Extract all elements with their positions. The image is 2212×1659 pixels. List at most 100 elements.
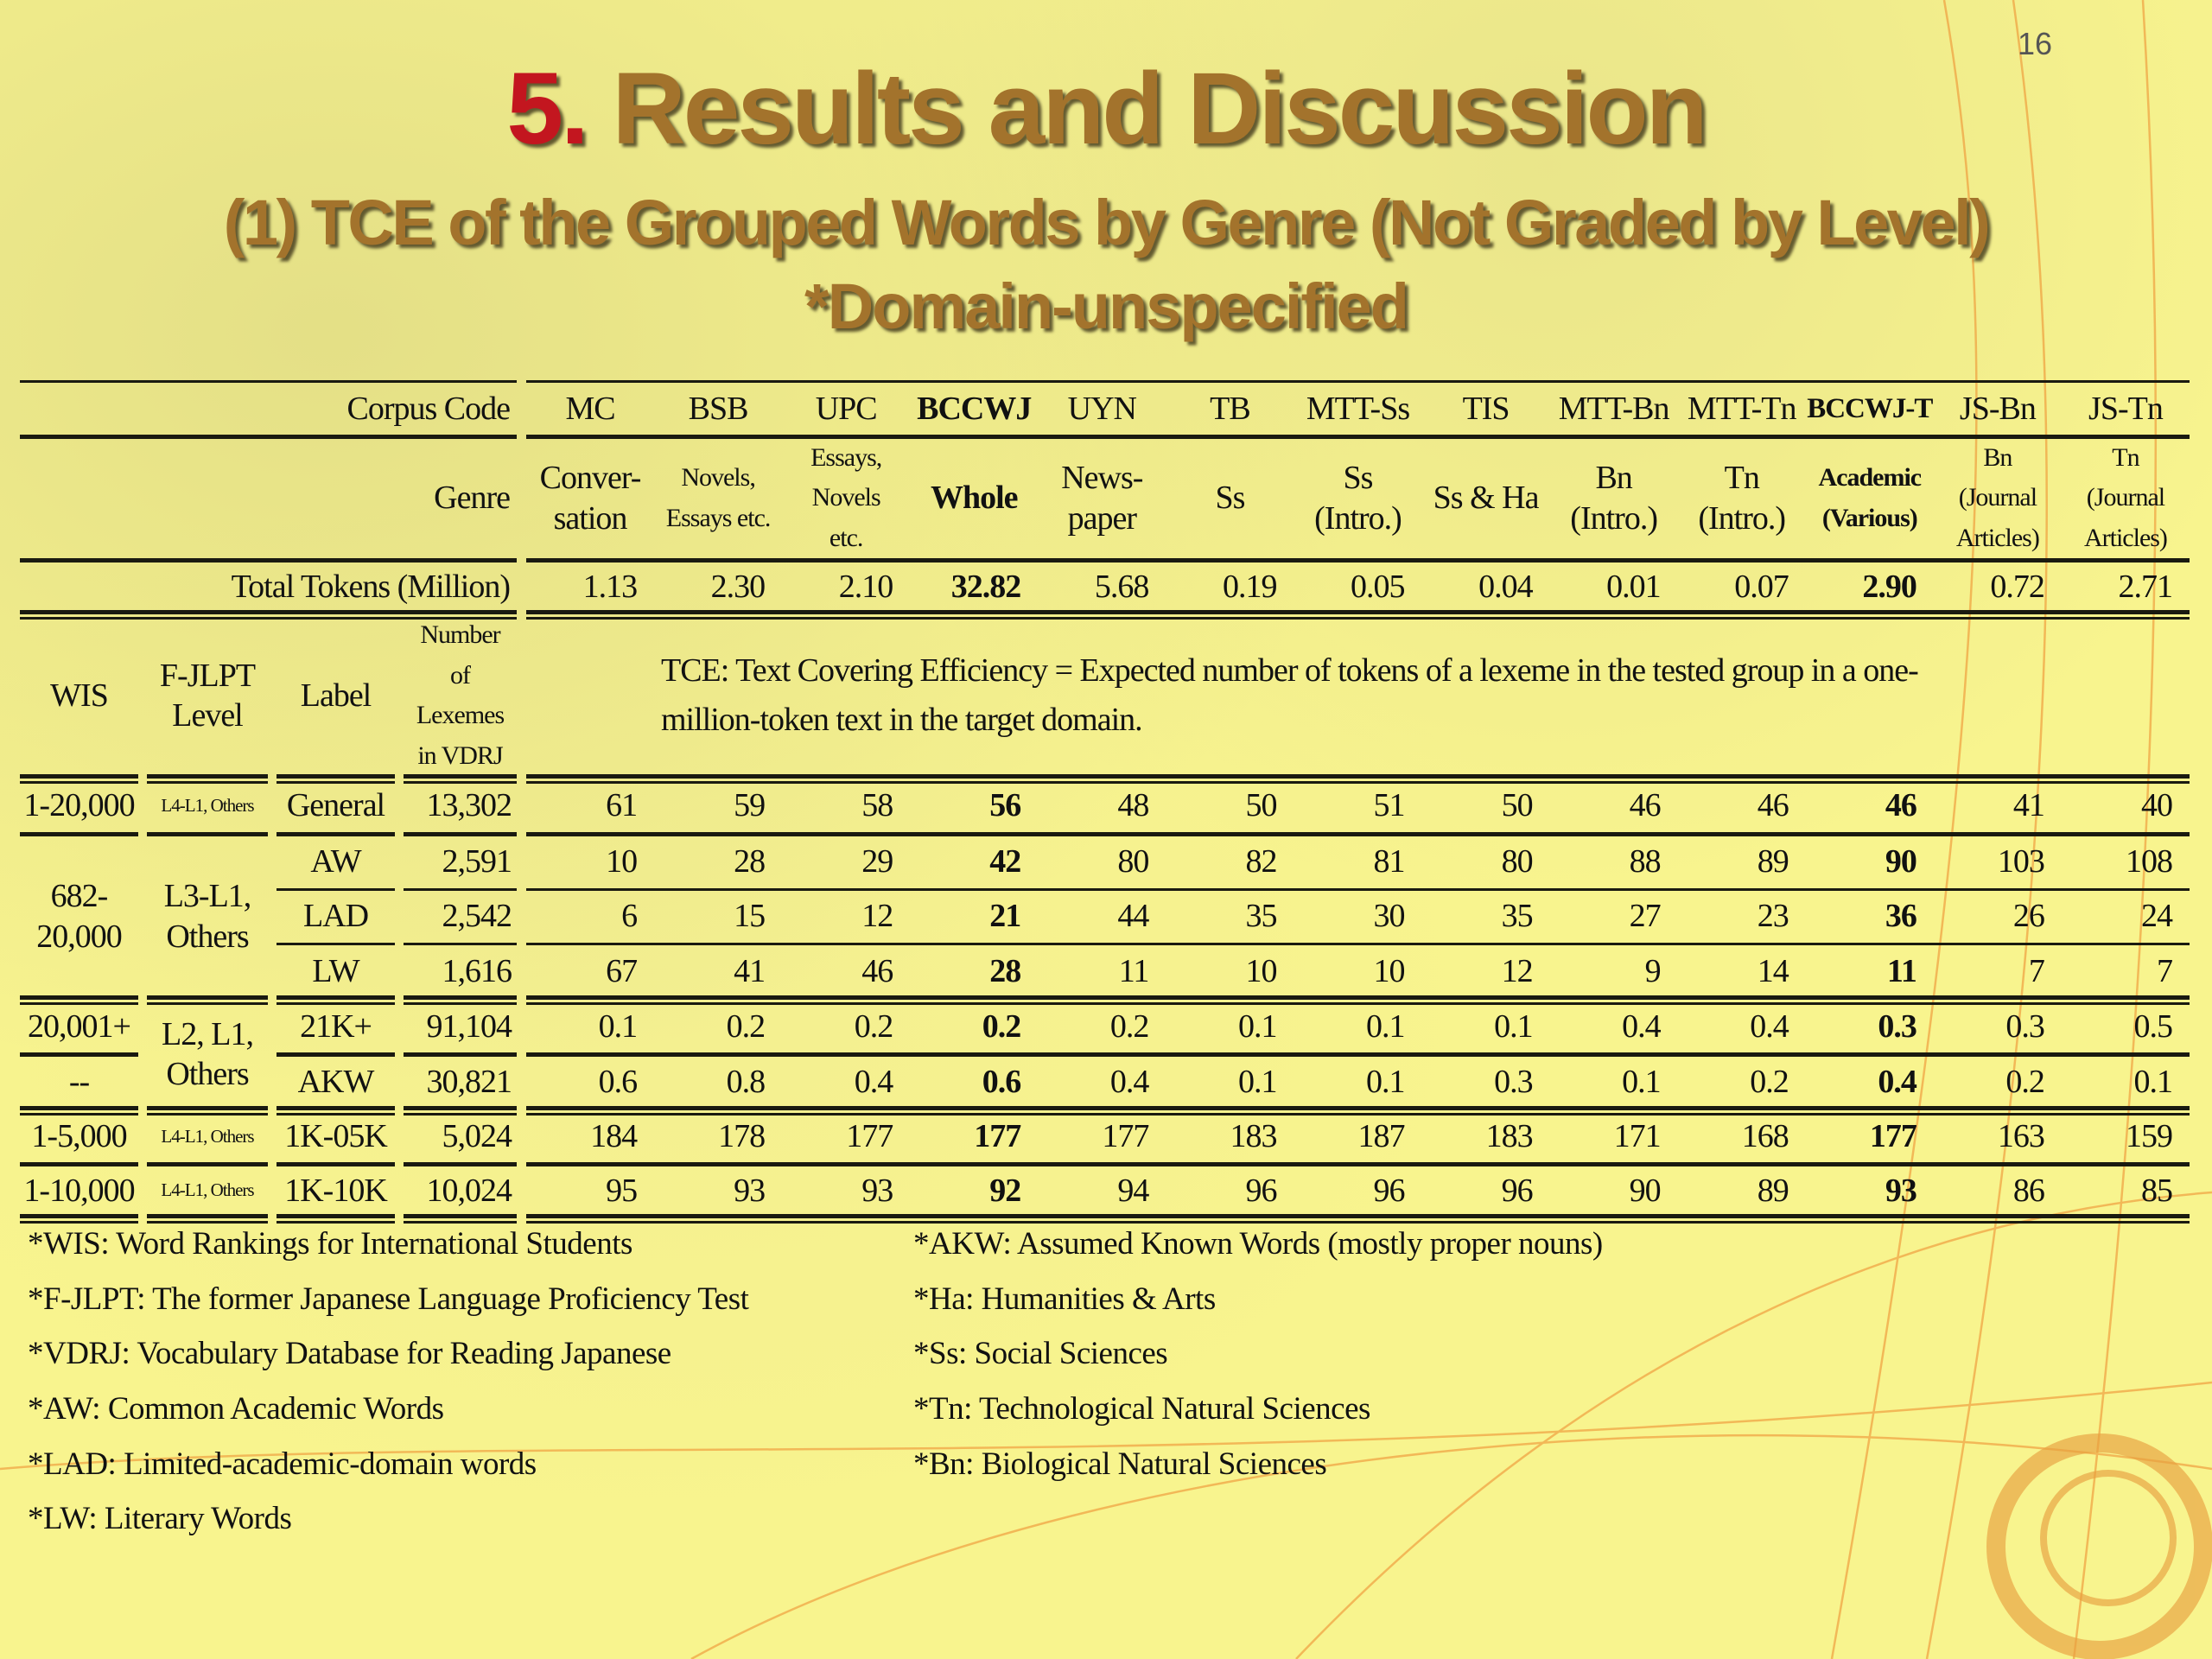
column-tokens: 0.72 [1990,568,2045,605]
tce-value: 58 [861,787,893,824]
tce-value: 81 [1373,842,1406,880]
slide-title: 5. Results and Discussion [0,50,2212,168]
tce-value: 0.4 [854,1063,894,1100]
footnote: *Tn: Technological Natural Sciences [913,1391,1370,1427]
tce-value: 28 [734,842,766,880]
tce-value: 0.5 [2133,1007,2173,1045]
lexeme-count: 91,104 [426,1007,513,1045]
tce-value: 50 [1501,787,1534,824]
lexeme-count: 2,591 [442,842,513,880]
table-rule [147,1002,268,1005]
column-code: JS-Tn [2088,390,2164,427]
table-rule [526,1214,2190,1218]
table-rule [404,995,517,1000]
tce-value: 10 [606,842,638,880]
tce-value: 108 [2125,842,2173,880]
tce-value: 177 [846,1118,893,1155]
lexeme-count: 10,024 [426,1172,513,1209]
tce-value: 82 [1245,842,1277,880]
tce-value: 177 [974,1118,1021,1155]
title-text: Results and Discussion [586,52,1708,166]
tce-value: 0.1 [1237,1063,1278,1100]
table-rule [404,1214,517,1218]
tce-value: 41 [2012,787,2045,824]
footnote: *WIS: Word Rankings for International St… [28,1226,632,1262]
row-label-genre: Genre [434,480,511,517]
lexeme-count: 5,024 [442,1118,513,1155]
tce-value: 93 [1885,1172,1917,1209]
tce-value: 0.1 [1366,1007,1406,1045]
page-number: 16 [2018,26,2053,61]
tce-value: 29 [861,842,893,880]
tce-value: 0.1 [1237,1007,1278,1045]
tce-value: 61 [606,787,638,824]
tce-value: 46 [1885,787,1917,824]
column-tokens: 0.01 [1606,568,1662,605]
slide-subtitle: (1) TCE of the Grouped Words by Genre (N… [223,187,1991,258]
tce-value: 0.3 [2005,1007,2045,1045]
column-code: TIS [1462,390,1510,427]
column-code: MC [565,390,615,427]
row-label: LW [312,952,359,989]
column-code: BSB [688,390,749,427]
tce-value: 24 [2140,898,2173,935]
table-rule [526,1113,2190,1116]
table-rule [276,943,395,945]
tce-value: 59 [734,787,766,824]
column-genre: Whole [930,480,1019,517]
tce-value: 187 [1357,1118,1406,1155]
column-tokens: 2.30 [710,568,766,605]
tce-value: 0.6 [598,1063,639,1100]
table-rule [147,832,268,836]
row-label: 21K+ [300,1007,372,1045]
tce-value: 12 [861,898,893,935]
row-label-tokens: Total Tokens (Million) [231,568,511,605]
tce-value: 177 [1102,1118,1149,1155]
table-rule [526,1002,2190,1005]
table-rule [526,943,2190,945]
tce-value: 93 [734,1172,766,1209]
footnote: *Ss: Social Sciences [913,1336,1168,1371]
tce-value: 67 [606,952,638,989]
tce-value: 35 [1245,898,1277,935]
column-code: MTT-Bn [1558,390,1670,427]
table-rule [404,1221,517,1224]
table-rule [20,558,517,563]
tce-value: 159 [2125,1118,2173,1155]
tce-value: 46 [1757,787,1789,824]
tce-value: 0.8 [726,1063,766,1100]
column-code: MTT-Ss [1306,390,1410,427]
column-tokens: 2.10 [838,568,894,605]
subheader-wis: WIS [50,677,109,714]
table-rule [147,781,268,784]
tce-value: 35 [1501,898,1534,935]
table-rule [526,1221,2190,1224]
tce-value: 0.2 [1750,1063,1789,1100]
tce-value: 103 [1997,842,2045,880]
lexeme-count: 2,542 [442,898,513,935]
jlpt-level: L4-L1, Others [161,794,254,816]
wis-range: 682- 20,000 [36,878,123,955]
table-rule [20,380,517,383]
table-rule [147,1162,268,1166]
table-rule [147,1214,268,1218]
table-rule [20,435,517,439]
column-genre: News- paper [1061,460,1143,537]
subheader-count: Number of Lexemes in VDRJ [416,620,505,770]
tce-value: 11 [1886,952,1917,989]
table-rule [276,1106,395,1110]
column-tokens: 1.13 [582,568,639,605]
footnote: *LAD: Limited-academic-domain words [28,1446,537,1482]
table-rule [276,888,395,891]
table-rule [404,1106,517,1110]
table-rule [404,1002,517,1005]
tce-value: 36 [1885,898,1917,935]
tce-value: 0.1 [598,1007,639,1045]
tce-value: 46 [1629,787,1662,824]
tce-value: 88 [1629,842,1662,880]
lexeme-count: 13,302 [426,787,513,824]
column-tokens: 2.90 [1862,568,1917,605]
table-rule [147,774,268,779]
table-rule [276,1002,395,1005]
tce-value: 178 [718,1118,766,1155]
